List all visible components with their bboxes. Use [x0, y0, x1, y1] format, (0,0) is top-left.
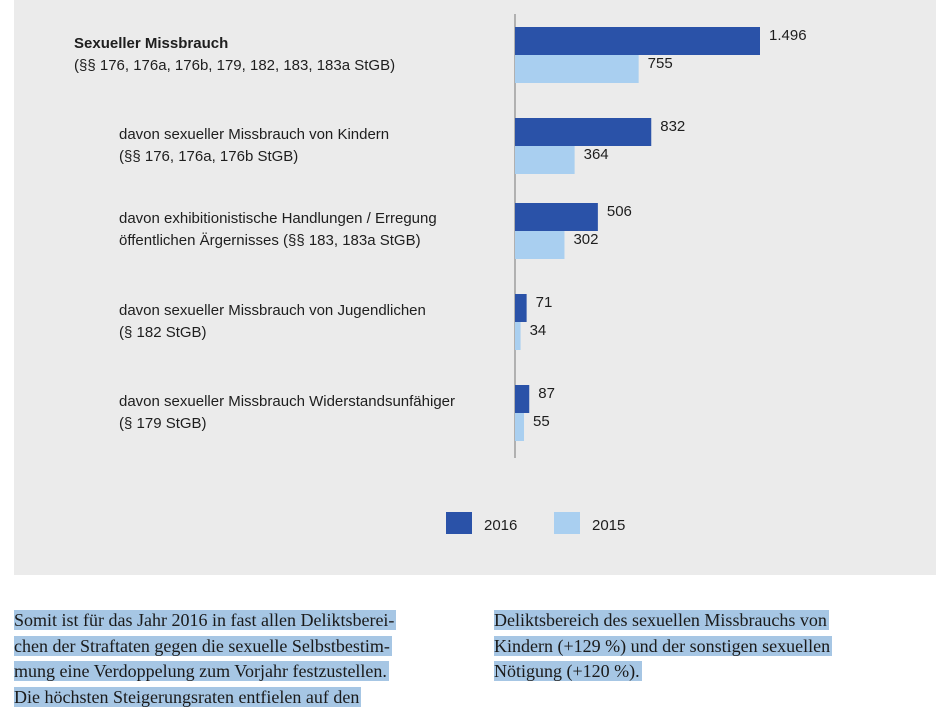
category-label: (§ 179 StGB)	[119, 415, 207, 432]
text-line: Somit ist für das Jahr 2016 in fast alle…	[14, 608, 474, 634]
value-label-2015: 755	[648, 55, 673, 72]
bar-2015	[515, 322, 521, 350]
category-label: (§ 182 StGB)	[119, 324, 207, 341]
text-line: Deliktsbereich des sexuellen Missbrauchs…	[494, 608, 934, 634]
bar-2015	[515, 231, 565, 259]
text-line-content: Nötigung (+120 %).	[494, 661, 642, 681]
category-label: öffentlichen Ärgernisses (§§ 183, 183a S…	[119, 232, 421, 249]
value-label-2016: 71	[536, 294, 553, 311]
category-label: davon sexueller Missbrauch von Kindern	[119, 126, 389, 143]
legend-label-2015: 2015	[592, 517, 625, 534]
body-text-right: Deliktsbereich des sexuellen Missbrauchs…	[494, 608, 934, 685]
value-label-2015: 34	[530, 322, 547, 339]
category-label: (§§ 176, 176a, 176b StGB)	[119, 148, 298, 165]
category-label: Sexueller Missbrauch	[74, 35, 228, 52]
bar-2016	[515, 118, 652, 146]
category-label: davon exhibitionistische Handlungen / Er…	[119, 210, 437, 227]
category-label: (§§ 176, 176a, 176b, 179, 182, 183, 183a…	[74, 57, 395, 74]
text-line: Nötigung (+120 %).	[494, 659, 934, 685]
text-line-content: chen der Straftaten gegen die sexuelle S…	[14, 635, 392, 656]
bar-2016	[515, 203, 598, 231]
text-line-content: mung eine Verdoppelung zum Vorjahr festz…	[14, 661, 389, 681]
value-label-2015: 302	[573, 231, 598, 248]
bar-2015	[515, 55, 639, 83]
text-line-content: Kindern (+129 %) und der sonstigen sexue…	[494, 635, 833, 656]
bar-2016	[515, 294, 527, 322]
value-label-2015: 364	[584, 146, 609, 163]
value-label-2016: 87	[538, 385, 555, 402]
legend-swatch-2016	[446, 512, 472, 534]
legend-label-2016: 2016	[484, 517, 517, 534]
text-line: Kindern (+129 %) und der sonstigen sexue…	[494, 634, 934, 660]
value-label-2016: 506	[607, 203, 632, 220]
value-label-2016: 1.496	[769, 27, 807, 44]
value-label-2015: 55	[533, 413, 550, 430]
bar-2016	[515, 385, 530, 413]
bar-2015	[515, 413, 525, 441]
text-line-content: Die höchsten Steigerungsraten entfielen …	[14, 686, 362, 707]
text-line-content: Somit ist für das Jahr 2016 in fast alle…	[14, 610, 397, 630]
text-line: chen der Straftaten gegen die sexuelle S…	[14, 634, 474, 660]
bar-2015	[515, 146, 575, 174]
text-line: mung eine Verdoppelung zum Vorjahr festz…	[14, 659, 474, 685]
category-label: davon sexueller Missbrauch von Jugendlic…	[119, 302, 426, 319]
bar-2016	[515, 27, 760, 55]
bar-chart: Sexueller Missbrauch (§§ 176, 176a, 176b,…	[74, 14, 807, 534]
legend-swatch-2015	[554, 512, 580, 534]
value-label-2016: 832	[660, 118, 685, 135]
chart-panel: Sexueller Missbrauch (§§ 176, 176a, 176b,…	[14, 0, 936, 575]
text-line-content: Deliktsbereich des sexuellen Missbrauchs…	[494, 610, 829, 630]
category-label: davon sexueller Missbrauch Widerstandsun…	[119, 393, 455, 410]
text-line: Die höchsten Steigerungsraten entfielen …	[14, 685, 474, 711]
body-text-left: Somit ist für das Jahr 2016 in fast alle…	[14, 608, 474, 710]
